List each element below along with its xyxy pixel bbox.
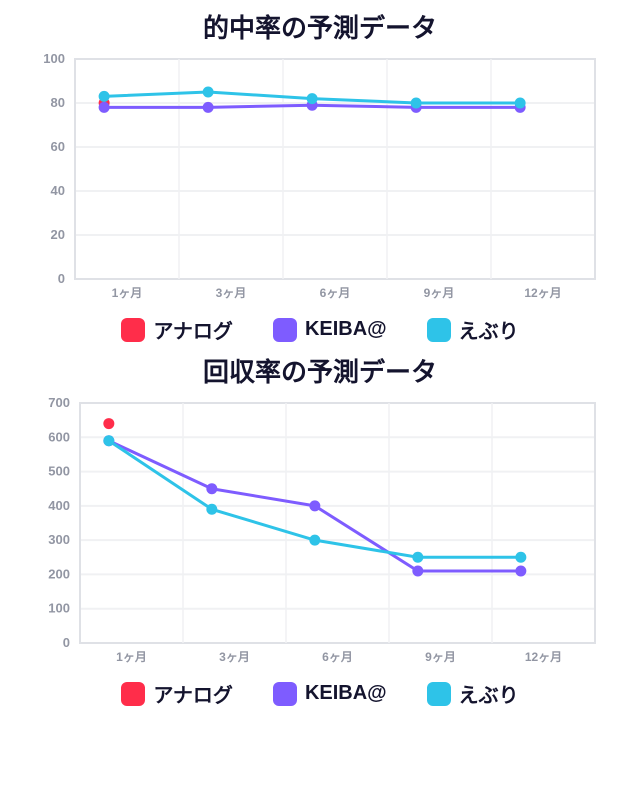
xtick-label: 6ヶ月 — [320, 286, 351, 300]
hit-rate-marker-1-0 — [99, 102, 110, 113]
recovery-rate-marker-2-1 — [206, 504, 217, 515]
recovery-rate-legend: アナログ KEIBA@ えぶり — [0, 679, 640, 708]
ytick-label: 20 — [51, 227, 65, 242]
recovery-rate-marker-2-3 — [412, 552, 423, 563]
hit-rate-marker-2-3 — [411, 98, 422, 109]
legend-item-2: えぶり — [427, 315, 519, 344]
recovery-rate-marker-1-1 — [206, 483, 217, 494]
recovery-rate-marker-2-0 — [103, 435, 114, 446]
ytick-label: 0 — [58, 271, 65, 286]
hit-rate-marker-2-1 — [203, 87, 214, 98]
hit-rate-marker-2-2 — [307, 93, 318, 104]
recovery-rate-svg: 0 100 200 300 400 500 600 700 1ヶ月 3ヶ月 6ヶ月 9ヶ月 12ヶ月 — [25, 393, 615, 673]
hit-rate-title: 的中率の予測データ — [0, 8, 640, 45]
legend-label-1: KEIBA@ — [305, 318, 387, 341]
xtick-label: 3ヶ月 — [216, 286, 247, 300]
xtick-label: 6ヶ月 — [322, 650, 353, 664]
hit-rate-marker-1-1 — [203, 102, 214, 113]
legend-swatch-2 — [427, 682, 451, 706]
ytick-label: 100 — [43, 51, 65, 66]
ytick-label: 700 — [48, 395, 70, 410]
ytick-label: 600 — [48, 429, 70, 444]
plot-border — [75, 59, 595, 279]
legend-label-2: えぶり — [459, 679, 519, 708]
legend-swatch-0 — [121, 318, 145, 342]
ytick-label: 40 — [51, 183, 65, 198]
xtick-label: 9ヶ月 — [424, 286, 455, 300]
plot-border — [80, 403, 595, 643]
recovery-rate-marker-2-4 — [515, 552, 526, 563]
legend-item-0: アナログ — [121, 679, 233, 708]
ytick-label: 60 — [51, 139, 65, 154]
recovery-rate-marker-2-2 — [309, 535, 320, 546]
recovery-rate-marker-1-4 — [515, 566, 526, 577]
legend-label-0: アナログ — [153, 315, 233, 344]
xtick-label: 1ヶ月 — [116, 650, 147, 664]
legend-swatch-0 — [121, 682, 145, 706]
xtick-label: 3ヶ月 — [219, 650, 250, 664]
xtick-label: 9ヶ月 — [425, 650, 456, 664]
legend-swatch-2 — [427, 318, 451, 342]
ytick-label: 500 — [48, 464, 70, 479]
legend-label-0: アナログ — [153, 679, 233, 708]
recovery-rate-marker-1-2 — [309, 500, 320, 511]
xtick-label: 12ヶ月 — [525, 650, 562, 664]
ytick-label: 400 — [48, 498, 70, 513]
ytick-label: 200 — [48, 566, 70, 581]
hit-rate-chart: 的中率の予測データ 0 20 40 60 80 100 1ヶ月 3ヶ月 6ヶ月 9ヶ月 12ヶ月アナロ… — [0, 8, 640, 344]
legend-label-2: えぶり — [459, 315, 519, 344]
legend-label-1: KEIBA@ — [305, 682, 387, 705]
xtick-label: 12ヶ月 — [524, 286, 561, 300]
legend-item-2: えぶり — [427, 679, 519, 708]
legend-swatch-1 — [273, 682, 297, 706]
hit-rate-marker-2-0 — [99, 91, 110, 102]
recovery-rate-title: 回収率の予測データ — [0, 352, 640, 389]
recovery-rate-plot: 0 100 200 300 400 500 600 700 1ヶ月 3ヶ月 6ヶ月 9ヶ月 12ヶ月 — [25, 393, 615, 673]
ytick-label: 0 — [63, 635, 70, 650]
recovery-rate-chart: 回収率の予測データ 0 100 200 300 400 500 600 700 1ヶ月 3ヶ月 6ヶ月… — [0, 352, 640, 708]
ytick-label: 80 — [51, 95, 65, 110]
ytick-label: 300 — [48, 532, 70, 547]
recovery-rate-marker-1-3 — [412, 566, 423, 577]
xtick-label: 1ヶ月 — [112, 286, 143, 300]
ytick-label: 100 — [48, 601, 70, 616]
hit-rate-marker-2-4 — [515, 98, 526, 109]
legend-item-1: KEIBA@ — [273, 682, 387, 706]
hit-rate-plot: 0 20 40 60 80 100 1ヶ月 3ヶ月 6ヶ月 9ヶ月 12ヶ月 — [25, 49, 615, 309]
hit-rate-legend: アナログ KEIBA@ えぶり — [0, 315, 640, 344]
legend-item-0: アナログ — [121, 315, 233, 344]
recovery-rate-marker-0-0 — [103, 418, 114, 429]
legend-item-1: KEIBA@ — [273, 318, 387, 342]
legend-swatch-1 — [273, 318, 297, 342]
hit-rate-svg: 0 20 40 60 80 100 1ヶ月 3ヶ月 6ヶ月 9ヶ月 12ヶ月 — [25, 49, 615, 309]
